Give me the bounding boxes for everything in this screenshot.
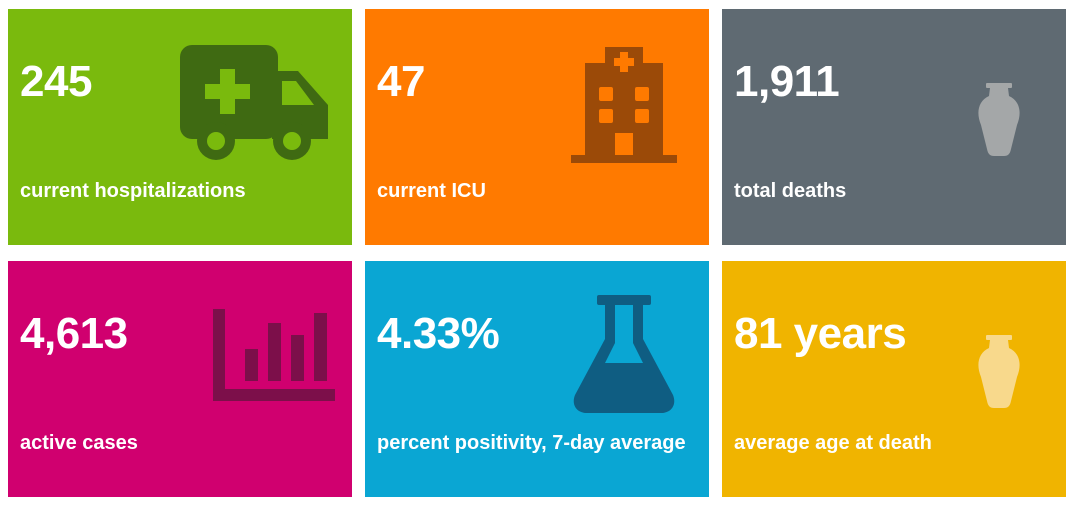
ambulance-icon: [180, 45, 328, 160]
stat-label: total deaths: [734, 180, 847, 202]
tile-average-age-at-death: 81 years average age at death: [722, 261, 1066, 497]
tile-percent-positivity: 4.33% percent positivity, 7-day average: [365, 261, 709, 497]
tile-total-deaths: 1,911 total deaths: [722, 9, 1066, 245]
bar-chart-icon: [213, 309, 335, 401]
stat-value: 47: [377, 57, 425, 106]
urn-icon: [978, 335, 1020, 408]
stat-label: percent positivity, 7-day average: [377, 432, 686, 454]
stat-label: current ICU: [377, 180, 486, 202]
hospital-icon: [571, 47, 677, 163]
stat-value: 81 years: [734, 309, 907, 358]
urn-icon: [978, 83, 1020, 156]
stat-label: average age at death: [734, 432, 932, 454]
stat-value: 1,911: [734, 57, 840, 106]
tile-current-icu: 47 current ICU: [365, 9, 709, 245]
stat-value: 4,613: [20, 309, 128, 358]
tile-current-hospitalizations: 245 current hospitalizations: [8, 9, 352, 245]
stat-label: active cases: [20, 432, 138, 454]
flask-icon: [573, 295, 675, 413]
tile-active-cases: 4,613 active cases: [8, 261, 352, 497]
stat-value: 245: [20, 57, 92, 106]
stat-label: current hospitalizations: [20, 180, 246, 202]
stat-value: 4.33%: [377, 309, 500, 358]
